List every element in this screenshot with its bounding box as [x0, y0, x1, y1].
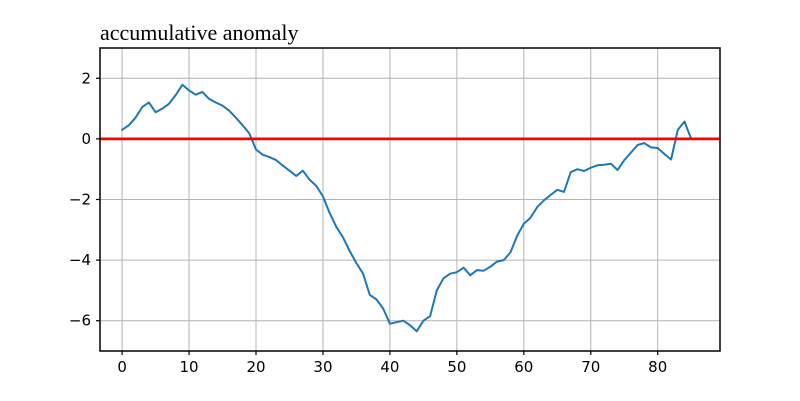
y-tick-label: −6: [69, 312, 91, 330]
series-layer: [100, 83, 720, 333]
x-tick-label: 30: [313, 358, 332, 376]
x-tick-label: 50: [447, 358, 466, 376]
y-tick-label: 2: [81, 69, 91, 87]
y-tick-label: 0: [81, 130, 91, 148]
chart-title: accumulative anomaly: [100, 20, 299, 45]
x-tick-label: 20: [246, 358, 265, 376]
x-tick-label: 40: [380, 358, 399, 376]
x-tick-label: 80: [648, 358, 667, 376]
y-tick-label: −2: [69, 191, 91, 209]
x-tick-label: 0: [117, 358, 127, 376]
x-tick-label: 70: [581, 358, 600, 376]
x-tick-label: 60: [514, 358, 533, 376]
y-tick-label: −4: [69, 251, 91, 269]
x-tick-label: 10: [180, 358, 199, 376]
anomaly-series-line: [121, 83, 693, 333]
